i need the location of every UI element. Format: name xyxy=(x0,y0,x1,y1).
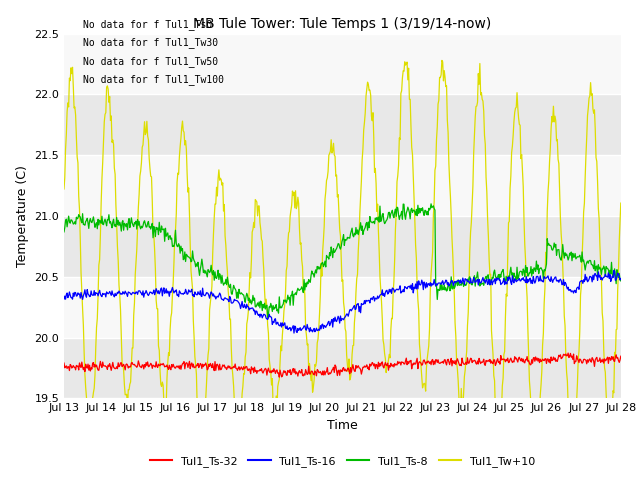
Text: No data for f Tul1_Tw50: No data for f Tul1_Tw50 xyxy=(83,56,218,67)
Bar xyxy=(64,155,621,216)
Text: No data for f Tul1_Tw30: No data for f Tul1_Tw30 xyxy=(83,37,218,48)
Bar xyxy=(64,95,621,155)
Y-axis label: Temperature (C): Temperature (C) xyxy=(16,165,29,267)
Bar xyxy=(64,277,621,337)
Text: No data for f Tul1_Tw100: No data for f Tul1_Tw100 xyxy=(83,74,224,85)
Bar xyxy=(64,34,621,95)
Bar xyxy=(64,216,621,277)
Bar xyxy=(64,337,621,398)
X-axis label: Time: Time xyxy=(327,419,358,432)
Title: MB Tule Tower: Tule Temps 1 (3/19/14-now): MB Tule Tower: Tule Temps 1 (3/19/14-now… xyxy=(193,17,492,31)
Text: No data for f Tul1_Ts0: No data for f Tul1_Ts0 xyxy=(83,19,212,30)
Legend: Tul1_Ts-32, Tul1_Ts-16, Tul1_Ts-8, Tul1_Tw+10: Tul1_Ts-32, Tul1_Ts-16, Tul1_Ts-8, Tul1_… xyxy=(145,451,540,471)
